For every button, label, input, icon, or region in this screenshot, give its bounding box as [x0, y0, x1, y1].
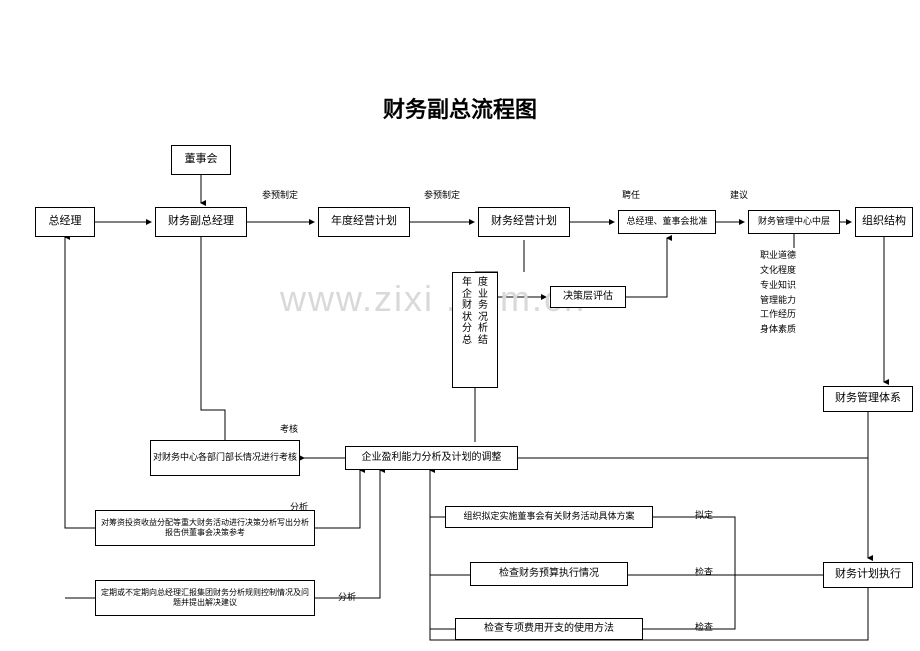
node-orgstruct: 组织结构 [855, 207, 913, 237]
node-planexec: 财务计划执行 [823, 562, 913, 588]
edge-label-l4: 建议 [730, 188, 748, 201]
connector-14 [430, 470, 868, 640]
criteria-item: 身体素质 [760, 322, 796, 337]
node-finplan: 财务经营计划 [478, 207, 570, 237]
node-gm: 总经理 [35, 207, 95, 237]
edge-label-l7: 分析 [338, 590, 356, 603]
edge-label-l8: 拟定 [695, 508, 713, 521]
node-budgetcheck: 检查财务预算执行情况 [470, 562, 628, 586]
node-deptreview: 对财务中心各部门部长情况进行考核 [150, 440, 300, 476]
edge-label-l10: 检查 [695, 620, 713, 633]
watermark-text: www.zixi .com.cn [280, 278, 586, 320]
edge-label-l3: 聘任 [622, 188, 640, 201]
node-decision: 决策层评估 [550, 286, 626, 308]
edge-label-l1: 参预制定 [262, 188, 298, 201]
edge-label-l9: 检查 [695, 565, 713, 578]
connector-25 [315, 470, 380, 598]
criteria-list: 职业道德文化程度专业知识管理能力工作经历身体素质 [760, 248, 796, 337]
node-annualplan: 年度经营计划 [318, 207, 410, 237]
connector-26 [65, 237, 95, 528]
node-board: 董事会 [171, 145, 231, 175]
node-draftplan: 组织拟定实施董事会有关财务活动具体方案 [445, 506, 653, 528]
node-profitadj: 企业盈利能力分析及计划的调整 [345, 446, 518, 470]
diagram-title: 财务副总流程图 [0, 92, 920, 124]
node-gmreport: 定期或不定期向总经理汇报集团财务分析规则控制情况及问题并提出解决建议 [95, 580, 315, 616]
connector-17 [643, 575, 735, 629]
node-invanalysis: 对筹资投资收益分配等重大财务活动进行决策分析写出分析报告供董事会决策参考 [95, 510, 315, 546]
node-approve: 总经理、董事会批准 [618, 210, 716, 234]
node-midmgr: 财务管理中心中层 [748, 210, 840, 234]
vertical-summary-box: 年企财状分总度业务况析结 [452, 272, 498, 388]
node-expensecheck: 检查专项费用开支的使用方法 [455, 618, 643, 640]
criteria-item: 工作经历 [760, 307, 796, 322]
connector-9 [626, 238, 667, 297]
edge-label-l6: 分析 [290, 500, 308, 513]
edge-label-l2: 参预制定 [424, 188, 460, 201]
node-finsystem: 财务管理体系 [823, 386, 913, 412]
criteria-item: 管理能力 [760, 293, 796, 308]
node-vpfin: 财务副总经理 [155, 207, 247, 237]
edge-label-l5: 考核 [280, 422, 298, 435]
criteria-item: 专业知识 [760, 278, 796, 293]
connector-23 [201, 237, 225, 440]
connector-16 [653, 517, 823, 575]
criteria-item: 职业道德 [760, 248, 796, 263]
criteria-item: 文化程度 [760, 263, 796, 278]
connector-24 [315, 470, 360, 528]
